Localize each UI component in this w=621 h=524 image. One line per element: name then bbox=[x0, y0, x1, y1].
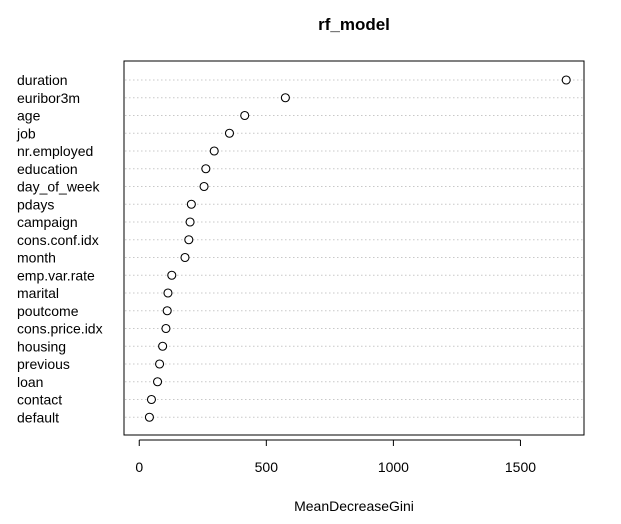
data-point-education bbox=[201, 164, 211, 174]
category-label: poutcome bbox=[17, 303, 79, 319]
data-point-loan bbox=[152, 377, 163, 387]
x-tick-label: 500 bbox=[255, 459, 279, 475]
category-label: education bbox=[17, 161, 78, 177]
x-tick-label: 0 bbox=[135, 459, 143, 475]
data-points bbox=[144, 75, 571, 422]
data-point-month bbox=[180, 252, 190, 263]
category-label: age bbox=[17, 108, 41, 124]
category-label: month bbox=[17, 250, 56, 266]
data-point-job bbox=[224, 128, 235, 138]
data-point-cons-price-idx bbox=[161, 323, 171, 334]
category-label: nr.employed bbox=[17, 143, 93, 159]
x-axis-label: MeanDecreaseGini bbox=[294, 498, 414, 514]
chart-title: rf_model bbox=[318, 15, 390, 34]
category-label: job bbox=[16, 125, 36, 141]
x-axis: 0 500 1000 1500 bbox=[135, 439, 536, 475]
category-label: previous bbox=[17, 356, 70, 372]
category-label: housing bbox=[17, 338, 66, 354]
guide-lines bbox=[125, 79, 583, 418]
data-point-euribor3m bbox=[280, 93, 290, 103]
category-label: campaign bbox=[17, 214, 78, 230]
data-point-nr-employed bbox=[209, 146, 219, 156]
category-label: contact bbox=[17, 392, 62, 408]
category-label: duration bbox=[17, 72, 68, 88]
category-label: loan bbox=[17, 374, 43, 390]
category-label: day_of_week bbox=[17, 179, 101, 195]
data-point-cons-conf-idx bbox=[184, 235, 194, 245]
category-label: euribor3m bbox=[17, 90, 80, 106]
data-point-poutcome bbox=[162, 306, 172, 316]
category-label: pdays bbox=[17, 196, 54, 212]
data-point-day-of-week bbox=[199, 181, 209, 192]
data-point-marital bbox=[163, 288, 173, 298]
category-label: emp.var.rate bbox=[17, 267, 95, 283]
plot-area-frame bbox=[123, 60, 585, 436]
category-label: cons.conf.idx bbox=[17, 232, 99, 248]
data-point-pdays bbox=[186, 199, 196, 209]
category-label: cons.price.idx bbox=[17, 321, 103, 337]
data-point-housing bbox=[158, 341, 168, 351]
data-point-contact bbox=[146, 394, 156, 405]
category-label: marital bbox=[17, 285, 59, 301]
category-label: default bbox=[17, 409, 59, 425]
x-tick-label: 1000 bbox=[378, 459, 409, 475]
data-point-emp-var-rate bbox=[167, 270, 177, 280]
data-point-age bbox=[240, 110, 250, 121]
data-point-previous bbox=[155, 359, 165, 369]
data-point-campaign bbox=[185, 217, 195, 227]
data-point-default bbox=[144, 412, 154, 422]
data-point-duration bbox=[561, 75, 571, 85]
x-tick-label: 1500 bbox=[505, 459, 536, 475]
